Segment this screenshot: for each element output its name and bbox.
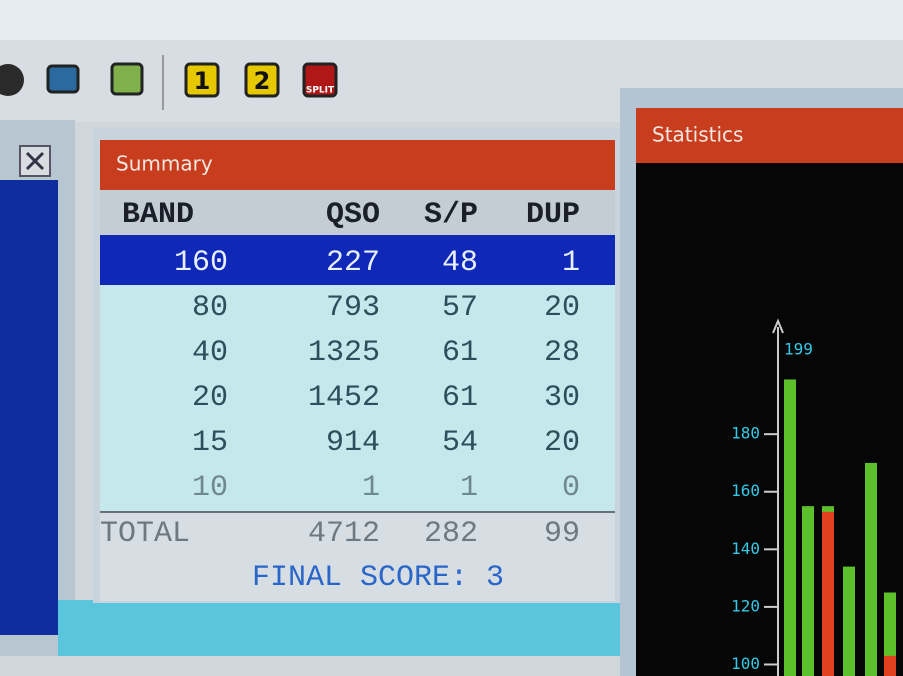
screen: 12SPLIT Summary BANDQSOS/PDUP16022748180… (0, 0, 903, 676)
y-tick-label: 140 (731, 539, 760, 558)
cell: 20 (544, 291, 580, 325)
page: 12SPLIT Summary BANDQSOS/PDUP16022748180… (0, 0, 903, 676)
cell: 10 (192, 471, 228, 505)
cell: 160 (174, 246, 228, 280)
total-cell: TOTAL (100, 517, 190, 551)
annotation: 199 (784, 340, 813, 359)
y-tick-label: 120 (731, 596, 760, 615)
column-header: BAND (122, 198, 194, 232)
cell: 1 (460, 471, 478, 505)
cell: 1325 (308, 336, 380, 370)
column-header: S/P (424, 198, 478, 232)
cell: 20 (192, 381, 228, 415)
bar (784, 379, 796, 676)
cell: 793 (326, 291, 380, 325)
stats-body (636, 163, 903, 676)
cell: 30 (544, 381, 580, 415)
toolbar-button-label: 1 (194, 67, 211, 95)
summary-title: Summary (116, 152, 213, 176)
cell: 57 (442, 291, 478, 325)
total-cell: 4712 (308, 517, 380, 551)
y-tick-label: 100 (731, 654, 760, 673)
cell: 15 (192, 426, 228, 460)
toolbar-button-label: 2 (254, 67, 271, 95)
cell: 914 (326, 426, 380, 460)
bar (865, 463, 877, 676)
bar (884, 656, 896, 676)
total-cell: 282 (424, 517, 478, 551)
bar (843, 567, 855, 676)
cell: 1 (362, 471, 380, 505)
final-score: FINAL SCORE: 3 (252, 561, 504, 595)
left-window-body (0, 180, 58, 635)
y-tick-label: 160 (731, 481, 760, 500)
desktop (58, 600, 620, 656)
cell: 1452 (308, 381, 380, 415)
column-header: DUP (526, 198, 580, 232)
y-tick-label: 180 (731, 424, 760, 443)
stats-title: Statistics (652, 123, 743, 147)
toolbar-button-label: SPLIT (306, 86, 335, 96)
cell: 40 (192, 336, 228, 370)
total-cell: 99 (544, 517, 580, 551)
cell: 20 (544, 426, 580, 460)
toolbar-buttons: 1 2 SPLIT (186, 64, 336, 96)
column-header: QSO (326, 198, 380, 232)
cell: 0 (562, 471, 580, 505)
bar (802, 506, 814, 676)
cell: 54 (442, 426, 478, 460)
icon[interactable] (112, 64, 142, 94)
cell: 80 (192, 291, 228, 325)
cell: 61 (442, 336, 478, 370)
icon (48, 66, 78, 92)
cell: 227 (326, 246, 380, 280)
cell: 61 (442, 381, 478, 415)
cell: 48 (442, 246, 478, 280)
cell: 1 (562, 246, 580, 280)
bar (822, 512, 834, 676)
cell: 28 (544, 336, 580, 370)
